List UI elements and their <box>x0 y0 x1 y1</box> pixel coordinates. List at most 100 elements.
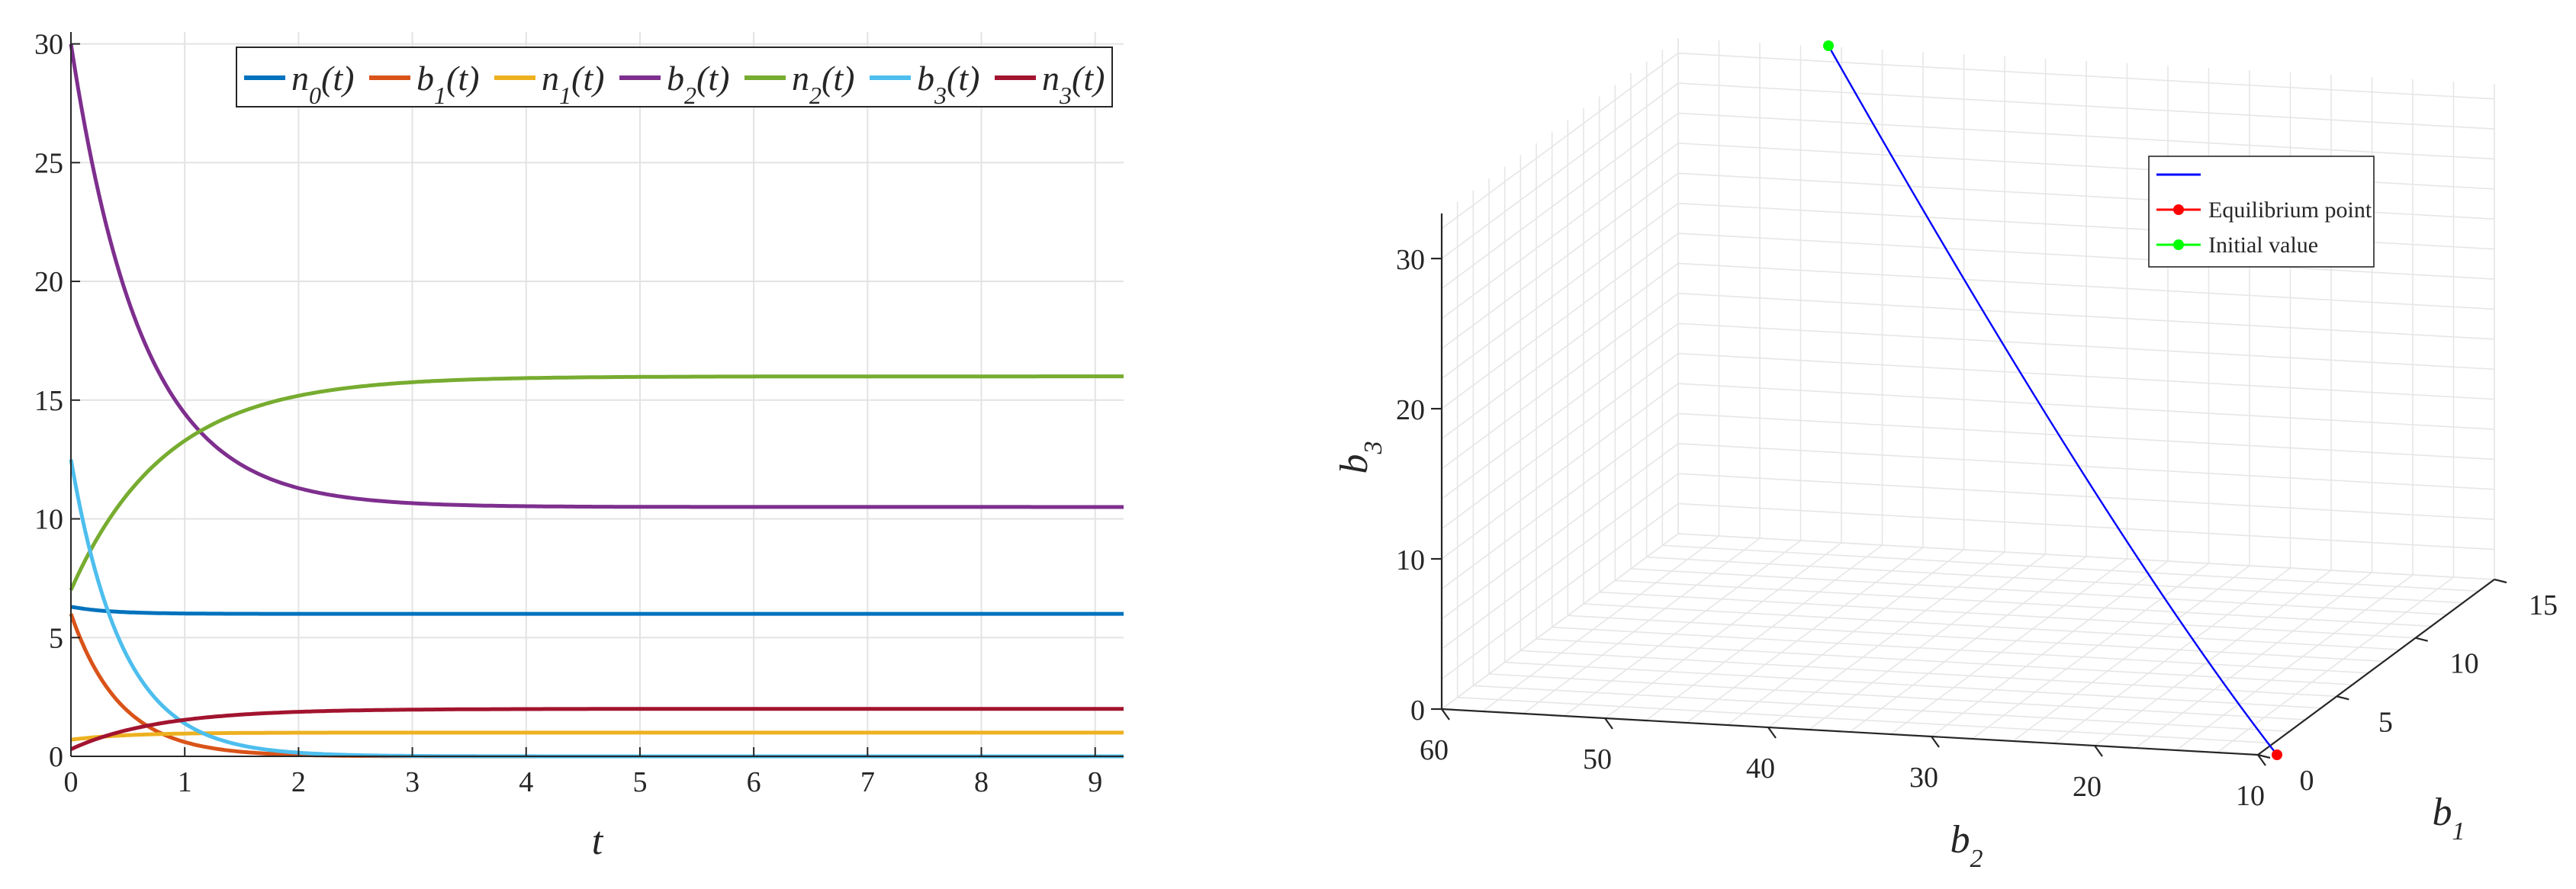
floor-grid-b2 <box>1849 556 2087 733</box>
b1-axis-line <box>2257 579 2495 756</box>
b2-tick-mark <box>2257 754 2266 766</box>
series-line-n0 <box>70 605 1124 616</box>
left-wall-grid-b3 <box>1441 82 1679 259</box>
x-tick-label: 7 <box>860 766 875 798</box>
left-wall-grid-b3 <box>1441 233 1679 409</box>
b2-tick-mark <box>1931 736 1940 748</box>
b3-tick-label: 20 <box>1396 394 1425 426</box>
b1-tick-mark <box>2494 578 2507 584</box>
x-tick-label: 9 <box>1088 766 1102 798</box>
back-wall-grid-b3 <box>1677 82 2495 130</box>
floor-grid-b1 <box>1552 626 2369 674</box>
x-tick-label: 6 <box>747 766 761 798</box>
initial-value-marker <box>1823 40 1834 51</box>
left-axes <box>70 32 1124 757</box>
x-tick-label: 5 <box>632 766 647 798</box>
floor-grid-b1 <box>1504 661 2321 709</box>
y-tick-label: 25 <box>34 147 63 179</box>
y-tick-label: 0 <box>49 741 63 773</box>
left-wall-grid-b3 <box>1441 262 1679 440</box>
left-wall-grid-b3 <box>1441 412 1679 590</box>
floor-grid-b2 <box>1890 558 2127 735</box>
b3-tick-label: 30 <box>1396 244 1425 276</box>
back-wall-grid-b3 <box>1677 293 2495 340</box>
b3-tick-label: 10 <box>1396 544 1425 576</box>
y-tick-label: 15 <box>34 385 63 417</box>
left-wall-grid-b3 <box>1441 172 1679 349</box>
left-wall-grid-b3 <box>1441 293 1679 470</box>
legend-label-n1: n1(t) <box>542 59 604 109</box>
y-tick-label: 30 <box>34 29 63 61</box>
back-wall-grid-b3 <box>1677 443 2495 490</box>
b1-tick-mark <box>2257 753 2271 759</box>
back-wall-grid-b3 <box>1677 112 2495 160</box>
back-wall-grid-b3 <box>1677 52 2495 100</box>
b2-tick-mark <box>2094 745 2103 757</box>
left-wall-grid-b3 <box>1441 112 1679 290</box>
left-wall-grid-b3 <box>1441 502 1679 680</box>
b1-tick-label: 15 <box>2529 589 2558 621</box>
floor-grid-b2 <box>2053 567 2291 744</box>
floor-grid-b1 <box>1646 556 2463 604</box>
time-series-chart: 0 1 2 3 4 5 6 7 8 9 0 5 10 15 20 25 30 t n0(t) b1(t) n1(t)… <box>34 29 1124 863</box>
b1-tick-label: 10 <box>2450 648 2479 680</box>
b3-tick-label: 0 <box>1410 695 1425 727</box>
left-wall-grid-b3 <box>1441 473 1679 650</box>
floor-grid-b2 <box>1727 549 1964 726</box>
right-axes <box>1431 213 2507 766</box>
legend-label-b2: b2(t) <box>667 59 729 109</box>
b2-axis-line <box>1441 708 2259 756</box>
right-tick-labels: 60 50 40 30 20 10 0 5 10 15 0 10 20 30 <box>1396 244 2558 812</box>
floor-grid-b2 <box>2094 570 2332 746</box>
b2-tick-mark <box>1441 708 1450 721</box>
legend-label-b1: b1(t) <box>416 59 479 109</box>
right-legend-label: Initial value <box>2208 233 2318 258</box>
back-wall-grid-b3 <box>1677 233 2495 280</box>
floor-grid-b1 <box>1568 615 2385 663</box>
floor-grid-b2 <box>1645 544 1883 721</box>
floor-grid-b2 <box>1482 535 1719 712</box>
b2-tick-label: 10 <box>2236 780 2265 812</box>
series-line-b2 <box>69 43 1124 509</box>
back-wall-grid-b3 <box>1677 323 2495 371</box>
right-legend-label: Equilibrium point <box>2208 197 2372 223</box>
x-tick-label: 8 <box>974 766 989 798</box>
b1-tick-label: 0 <box>2300 765 2314 797</box>
b1-tick-mark <box>2415 637 2428 642</box>
back-wall-grid-b3 <box>1677 383 2495 430</box>
floor-grid-b2 <box>1931 560 2169 737</box>
x-tick-label: 4 <box>519 766 533 798</box>
floor-grid-b1 <box>1599 591 2416 639</box>
b2-axis-label: b2 <box>1950 818 1983 873</box>
x-tick-label: 0 <box>64 766 79 798</box>
trajectory-3d-chart: 60 50 40 30 20 10 0 5 10 15 0 10 20 30 b2 b1 b3 Equilib… <box>1333 38 2558 873</box>
x-tick-label: 1 <box>178 766 192 798</box>
back-wall-grid-b3 <box>1677 412 2495 461</box>
right-grid <box>1441 38 2495 756</box>
left-tick-labels: 0 1 2 3 4 5 6 7 8 9 0 5 10 15 20 25 30 <box>34 29 1102 798</box>
legend-label-n0: n0(t) <box>291 59 354 109</box>
left-wall-grid-b3 <box>1441 383 1679 560</box>
x-tick-label: 3 <box>405 766 420 798</box>
right-axis-labels: b2 b1 b3 <box>1333 441 2465 873</box>
floor-grid-b2 <box>1767 551 2005 728</box>
series-line-n3 <box>69 707 1124 751</box>
left-wall-grid-b3 <box>1441 323 1679 499</box>
floor-grid-b2 <box>1686 547 1924 724</box>
b1-tick-label: 5 <box>2378 706 2393 738</box>
floor-grid-b1 <box>1488 673 2306 721</box>
floor-grid-b1 <box>1630 568 2448 615</box>
b2-tick-mark <box>1767 727 1777 739</box>
floor-grid-b1 <box>1583 603 2401 650</box>
legend-label-b3: b3(t) <box>917 59 979 109</box>
left-legend: n0(t) b1(t) n1(t) b2(t) n2(t) b3(t) n3(t) <box>236 47 1113 109</box>
left-wall-grid-b3 <box>1441 203 1679 380</box>
floor-grid-b2 <box>1809 554 2046 730</box>
left-wall-grid-b3 <box>1441 533 1679 710</box>
back-wall-grid-b3 <box>1677 473 2495 521</box>
legend-label-n3: n3(t) <box>1042 59 1105 109</box>
y-tick-label: 10 <box>34 504 63 536</box>
back-wall-grid-b3 <box>1677 533 2495 580</box>
equilibrium-point-marker <box>2272 749 2282 760</box>
